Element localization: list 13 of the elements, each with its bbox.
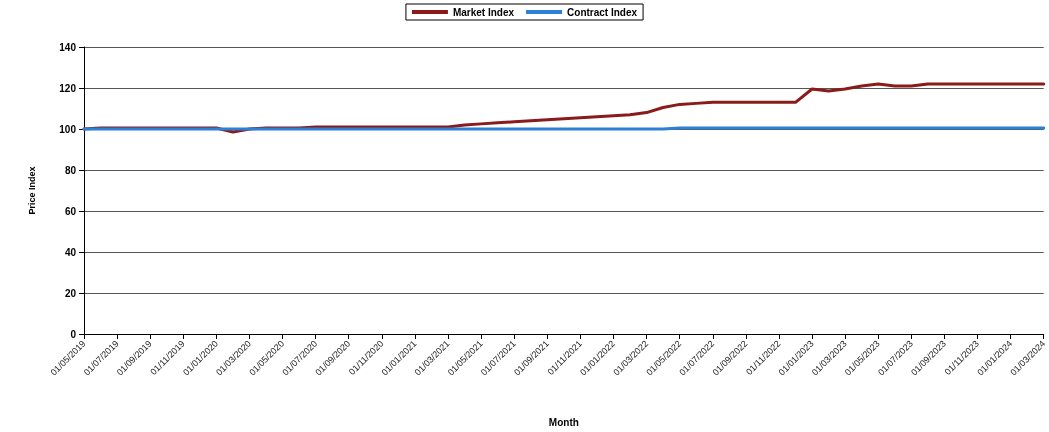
y-axis-title: Price Index bbox=[26, 166, 37, 215]
y-tick-label: 80 bbox=[64, 164, 77, 176]
line-series bbox=[82, 82, 1046, 134]
y-tick-label: 140 bbox=[59, 41, 77, 53]
x-axis-title: Month bbox=[548, 416, 579, 428]
legend-label: Contract Index bbox=[567, 6, 638, 18]
y-tick-label: 120 bbox=[59, 82, 77, 94]
y-tick-label: 0 bbox=[70, 328, 77, 340]
y-tick-label: 40 bbox=[64, 246, 77, 258]
y-tick-label: 100 bbox=[59, 123, 77, 135]
legend-label: Market Index bbox=[452, 6, 515, 18]
y-tick-label: 20 bbox=[64, 287, 77, 299]
y-tick-label: 60 bbox=[64, 205, 77, 217]
